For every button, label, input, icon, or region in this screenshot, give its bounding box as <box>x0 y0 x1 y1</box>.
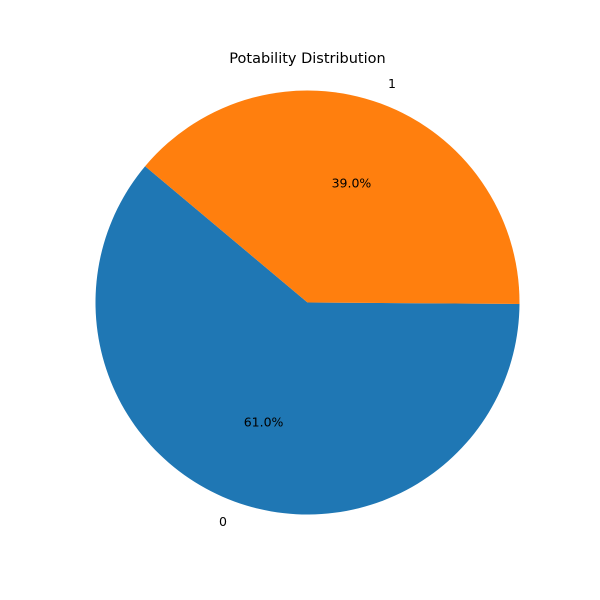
slice-label-0: 0 <box>219 514 227 529</box>
pie-slice-1 <box>145 90 520 304</box>
slice-label-1: 1 <box>388 76 396 91</box>
pie-slices <box>95 90 520 515</box>
slice-percent-1: 39.0% <box>332 176 372 191</box>
pie-slice-0 <box>95 166 520 515</box>
slice-percent-0: 61.0% <box>244 414 284 429</box>
pie-labels: 0 61.0% 1 39.0% <box>219 76 396 529</box>
chart-title: Potability Distribution <box>229 51 385 67</box>
